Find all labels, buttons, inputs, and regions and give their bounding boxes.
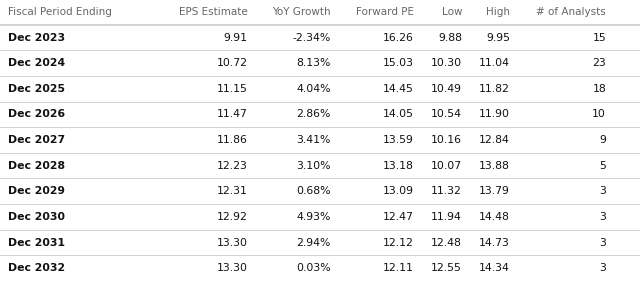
Bar: [0, 102, 640, 127]
Text: 11.47: 11.47: [217, 109, 248, 119]
Text: 11.82: 11.82: [479, 84, 510, 94]
Text: 23: 23: [593, 58, 606, 68]
Text: # of Analysts: # of Analysts: [536, 7, 606, 17]
Text: 12.31: 12.31: [217, 186, 248, 196]
Text: 9: 9: [599, 135, 606, 145]
Text: 10: 10: [592, 109, 606, 119]
Text: 13.18: 13.18: [383, 161, 414, 171]
Text: Dec 2030: Dec 2030: [8, 212, 65, 222]
Text: 2.94%: 2.94%: [296, 237, 331, 248]
Text: 11.86: 11.86: [217, 135, 248, 145]
Text: 12.23: 12.23: [217, 161, 248, 171]
Text: 3: 3: [599, 237, 606, 248]
Bar: [0, 204, 640, 230]
Text: 10.30: 10.30: [431, 58, 462, 68]
Text: 12.48: 12.48: [431, 237, 462, 248]
Text: 10.72: 10.72: [217, 58, 248, 68]
Text: 14.05: 14.05: [383, 109, 414, 119]
Text: 2.86%: 2.86%: [296, 109, 331, 119]
Text: 12.92: 12.92: [217, 212, 248, 222]
Text: 9.88: 9.88: [438, 33, 462, 42]
Text: 0.68%: 0.68%: [296, 186, 331, 196]
Text: -2.34%: -2.34%: [292, 33, 331, 42]
Text: 18: 18: [593, 84, 606, 94]
Text: 11.04: 11.04: [479, 58, 510, 68]
Text: YoY Growth: YoY Growth: [272, 7, 331, 17]
Text: 10.16: 10.16: [431, 135, 462, 145]
Text: 14.73: 14.73: [479, 237, 510, 248]
Text: 13.09: 13.09: [383, 186, 414, 196]
Text: 12.84: 12.84: [479, 135, 510, 145]
Text: 15.03: 15.03: [383, 58, 414, 68]
Bar: [0, 127, 640, 153]
Bar: [0, 153, 640, 178]
Text: EPS Estimate: EPS Estimate: [179, 7, 248, 17]
Text: Fiscal Period Ending: Fiscal Period Ending: [8, 7, 111, 17]
Text: 4.93%: 4.93%: [296, 212, 331, 222]
Text: Dec 2023: Dec 2023: [8, 33, 65, 42]
Text: Dec 2032: Dec 2032: [8, 263, 65, 273]
Bar: [0, 0, 640, 25]
Text: 12.55: 12.55: [431, 263, 462, 273]
Text: 13.30: 13.30: [217, 237, 248, 248]
Text: 4.04%: 4.04%: [296, 84, 331, 94]
Bar: [0, 25, 640, 50]
Text: 14.45: 14.45: [383, 84, 414, 94]
Bar: [0, 178, 640, 204]
Text: 10.49: 10.49: [431, 84, 462, 94]
Text: 9.95: 9.95: [486, 33, 510, 42]
Text: 13.79: 13.79: [479, 186, 510, 196]
Text: Dec 2028: Dec 2028: [8, 161, 65, 171]
Bar: [0, 230, 640, 255]
Text: Dec 2031: Dec 2031: [8, 237, 65, 248]
Text: 3.41%: 3.41%: [296, 135, 331, 145]
Text: Dec 2027: Dec 2027: [8, 135, 65, 145]
Bar: [0, 76, 640, 102]
Text: Low: Low: [442, 7, 462, 17]
Text: Dec 2026: Dec 2026: [8, 109, 65, 119]
Text: Forward PE: Forward PE: [356, 7, 414, 17]
Bar: [0, 50, 640, 76]
Text: 16.26: 16.26: [383, 33, 414, 42]
Text: 8.13%: 8.13%: [296, 58, 331, 68]
Text: 3: 3: [599, 186, 606, 196]
Text: 10.54: 10.54: [431, 109, 462, 119]
Text: 12.12: 12.12: [383, 237, 414, 248]
Text: 12.47: 12.47: [383, 212, 414, 222]
Text: 11.15: 11.15: [217, 84, 248, 94]
Text: 13.88: 13.88: [479, 161, 510, 171]
Text: 3: 3: [599, 263, 606, 273]
Text: 0.03%: 0.03%: [296, 263, 331, 273]
Text: 11.90: 11.90: [479, 109, 510, 119]
Text: 13.59: 13.59: [383, 135, 414, 145]
Text: 14.48: 14.48: [479, 212, 510, 222]
Bar: [0, 255, 640, 281]
Text: Dec 2029: Dec 2029: [8, 186, 65, 196]
Text: 13.30: 13.30: [217, 263, 248, 273]
Text: 3.10%: 3.10%: [296, 161, 331, 171]
Text: Dec 2024: Dec 2024: [8, 58, 65, 68]
Text: 14.34: 14.34: [479, 263, 510, 273]
Text: 12.11: 12.11: [383, 263, 414, 273]
Text: 3: 3: [599, 212, 606, 222]
Text: 11.32: 11.32: [431, 186, 462, 196]
Text: 10.07: 10.07: [431, 161, 462, 171]
Text: 9.91: 9.91: [224, 33, 248, 42]
Text: 5: 5: [599, 161, 606, 171]
Text: High: High: [486, 7, 510, 17]
Text: Dec 2025: Dec 2025: [8, 84, 65, 94]
Text: 11.94: 11.94: [431, 212, 462, 222]
Text: 15: 15: [593, 33, 606, 42]
